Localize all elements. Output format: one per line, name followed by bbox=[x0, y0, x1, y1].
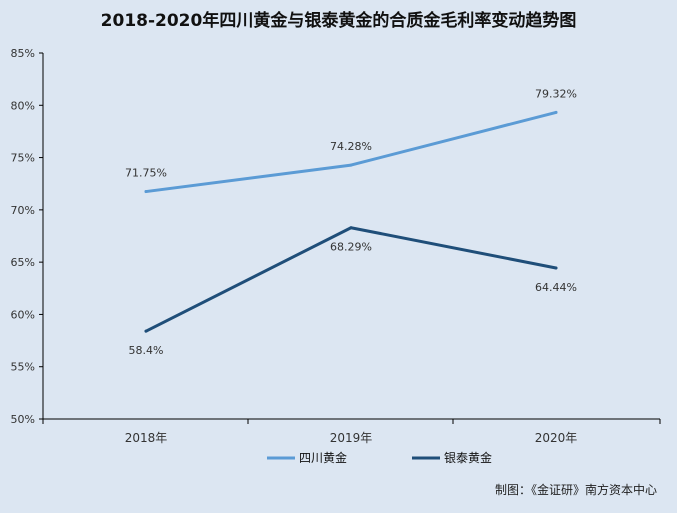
data-point bbox=[144, 329, 148, 333]
x-tick-label: 2019年 bbox=[330, 431, 373, 445]
legend: 四川黄金 银泰黄金 bbox=[267, 450, 492, 465]
data-label: 64.44% bbox=[535, 281, 577, 294]
y-tick-label: 85% bbox=[11, 47, 35, 60]
chart-title: 2018-2020年四川黄金与银泰黄金的合质金毛利率变动趋势图 bbox=[100, 11, 577, 31]
y-tick-label: 50% bbox=[11, 413, 35, 426]
data-label: 71.75% bbox=[125, 167, 167, 180]
data-label: 68.29% bbox=[330, 241, 372, 254]
x-tick-label: 2018年 bbox=[125, 431, 168, 445]
source-note: 制图：《金证研》南方资本中心 bbox=[494, 483, 657, 497]
data-label: 79.32% bbox=[535, 87, 577, 100]
y-tick-label: 60% bbox=[11, 308, 35, 321]
data-point bbox=[554, 266, 558, 270]
series-layer: 71.75% 74.28% 79.32% 58.4% 68.29% 64.44% bbox=[125, 87, 577, 357]
legend-label: 银泰黄金 bbox=[444, 450, 492, 465]
y-tick-label: 75% bbox=[11, 152, 35, 165]
y-axis: 50% 55% 60% 65% 70% 75% 80% 85% bbox=[11, 47, 44, 426]
y-tick-label: 55% bbox=[11, 361, 35, 374]
data-point bbox=[349, 226, 353, 230]
y-tick-label: 80% bbox=[11, 99, 35, 112]
data-point bbox=[349, 163, 353, 167]
data-point bbox=[554, 110, 558, 114]
data-label: 58.4% bbox=[129, 344, 164, 357]
data-point bbox=[144, 190, 148, 194]
x-tick-label: 2020年 bbox=[535, 431, 578, 445]
x-axis: 2018年 2019年 2020年 bbox=[42, 418, 661, 445]
y-tick-label: 65% bbox=[11, 256, 35, 269]
legend-label: 四川黄金 bbox=[299, 450, 347, 465]
data-label: 74.28% bbox=[330, 140, 372, 153]
y-tick-label: 70% bbox=[11, 204, 35, 217]
